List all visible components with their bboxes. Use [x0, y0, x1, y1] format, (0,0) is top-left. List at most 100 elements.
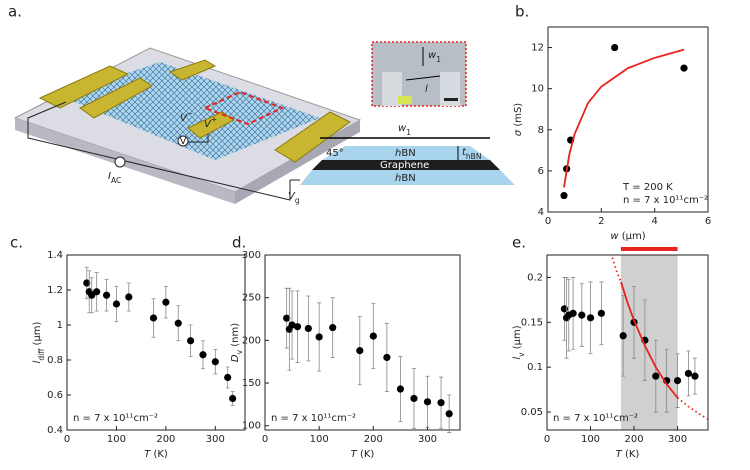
y-axis-label: lv (µm)	[512, 325, 526, 359]
label-rest: BN	[401, 148, 415, 159]
label-main: σ	[513, 129, 524, 136]
data-point	[673, 377, 682, 385]
data-point	[293, 323, 302, 331]
illustration-label: Graphene	[380, 160, 429, 171]
data-point	[224, 373, 232, 382]
plot-frame	[546, 254, 709, 431]
label-rest: BN	[401, 173, 415, 184]
substrate-side	[235, 120, 360, 204]
data-point	[174, 319, 182, 327]
data-point	[578, 311, 586, 319]
data-point	[93, 288, 101, 296]
panel-letter: b.	[515, 3, 529, 21]
label-main: h	[395, 148, 401, 159]
label-main: T	[616, 449, 623, 460]
annotation: n = 7 x 10¹¹cm⁻²	[271, 413, 356, 424]
contact	[274, 111, 351, 163]
contact	[187, 111, 235, 139]
panel-letter: e.	[512, 234, 526, 252]
x-tick-label: 100	[107, 434, 126, 445]
illustration-label: 45°	[326, 148, 344, 159]
data-point	[229, 394, 237, 403]
bottom-hbn	[300, 170, 515, 185]
x-tick-label: 0	[64, 434, 70, 445]
data-point	[396, 385, 405, 393]
y-tick-label: 100	[242, 421, 261, 432]
y-tick-label: 0.8	[47, 355, 63, 366]
data-point	[315, 333, 323, 341]
ac-source	[114, 156, 126, 168]
y-tick-label: 8	[538, 125, 544, 136]
y-axis-label: σ (mS)	[513, 103, 524, 137]
data-point	[288, 321, 296, 329]
graphene-layer	[312, 160, 500, 170]
illustration-label: Vg	[288, 191, 300, 205]
data-point	[187, 337, 195, 345]
data-point	[102, 291, 111, 299]
illustration-label: w1	[428, 50, 441, 64]
x-tick-label: 0	[262, 434, 268, 445]
illustration-label: thBN	[462, 147, 481, 161]
x-axis-label: T (K)	[616, 449, 640, 460]
panel-letter: d.	[232, 234, 246, 252]
panel-letter: a.	[8, 3, 22, 21]
y-tick-label: 1	[57, 320, 63, 331]
x-tick-label: 6	[705, 216, 711, 227]
y-tick-label: 10	[531, 84, 544, 95]
label-sub: diff	[37, 348, 46, 361]
data-point	[83, 279, 91, 287]
x-tick-label: 4	[651, 216, 657, 227]
fit-line	[676, 396, 708, 420]
fit-line	[620, 281, 679, 399]
label-rest: (K)	[357, 449, 375, 460]
x-tick-label: 0	[544, 434, 550, 445]
label-rest: (nm)	[230, 323, 241, 350]
y-tick-label: 1.2	[47, 285, 63, 296]
inset-arrow	[405, 75, 441, 81]
x-axis-label: w (µm)	[610, 231, 645, 242]
data-point	[619, 332, 627, 340]
panel-letter: c.	[10, 234, 23, 252]
data-point	[149, 314, 158, 322]
label-sup: −	[187, 109, 193, 118]
y-tick-label: 300	[242, 250, 261, 261]
illustration-label: V−	[180, 109, 193, 125]
annotation: n = 7 x 10¹¹cm⁻²	[623, 195, 708, 206]
y-tick-label: 0.1	[527, 362, 543, 373]
label-rest: (K)	[622, 449, 640, 460]
data-point	[369, 332, 377, 340]
illustration-label: l	[425, 84, 428, 95]
contact	[79, 77, 153, 119]
data-point	[383, 353, 391, 362]
illustration-label: hBN	[395, 173, 416, 184]
data-point	[586, 314, 595, 322]
label-main: w	[398, 123, 407, 134]
data-point	[329, 323, 337, 332]
label-sub: v	[235, 349, 244, 354]
data-point	[162, 298, 170, 306]
highlight-region	[620, 255, 678, 430]
inset-contact	[398, 96, 412, 104]
y-axis-label: ldiff (µm)	[32, 321, 46, 363]
y-tick-label: 150	[242, 378, 261, 389]
label-main: T	[144, 449, 151, 460]
annotation: n = 7 x 10¹¹cm⁻²	[73, 413, 158, 424]
data-point	[437, 399, 445, 407]
voltmeter	[177, 135, 189, 147]
label-main: T	[351, 449, 358, 460]
y-tick-label: 0.15	[521, 317, 543, 328]
label-main: V	[180, 113, 188, 124]
data-point	[560, 191, 568, 200]
x-tick-label: 200	[624, 434, 643, 445]
inset-contact	[382, 72, 402, 106]
x-tick-label: 100	[310, 434, 329, 445]
x-tick-label: 200	[364, 434, 383, 445]
label-rest: (µm)	[512, 325, 523, 352]
data-point	[112, 300, 121, 308]
illustration-label: V	[180, 136, 187, 147]
y-tick-label: 0.6	[47, 390, 63, 401]
label-main: D	[230, 354, 241, 362]
data-point	[569, 309, 577, 317]
top-hbn	[322, 146, 490, 160]
